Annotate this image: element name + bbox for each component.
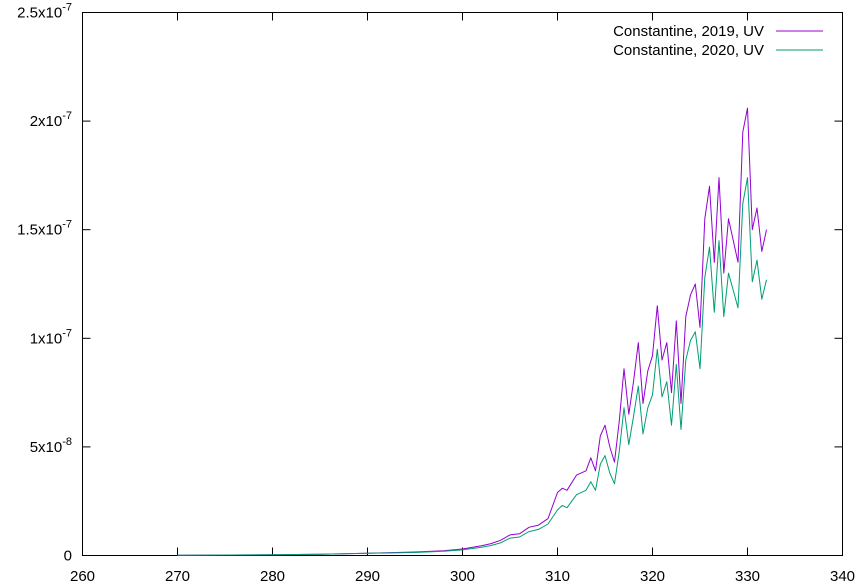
series-line-2 <box>177 177 767 556</box>
x-tick-labels: 260 270 280 290 300 310 320 330 340 <box>70 568 855 585</box>
y-tick-label: 5x10-8 <box>30 436 72 456</box>
legend-label: Constantine, 2020, UV <box>613 42 764 59</box>
x-tick-label: 280 <box>260 568 285 585</box>
x-tick-label: 300 <box>450 568 475 585</box>
axis-ticks <box>82 12 843 556</box>
y-tick-label: 0 <box>64 548 72 565</box>
y-tick-label: 2.5x10-7 <box>17 2 72 22</box>
series-lines <box>177 107 767 556</box>
y-tick-labels: 0 5x10-8 1x10-7 1.5x10-7 2x10-7 2.5x10-7 <box>17 2 72 565</box>
x-tick-label: 290 <box>355 568 380 585</box>
plot-area <box>82 12 843 556</box>
legend: Constantine, 2019, UV Constantine, 2020, … <box>613 23 823 59</box>
x-tick-label: 340 <box>830 568 855 585</box>
x-tick-label: 260 <box>70 568 95 585</box>
legend-label: Constantine, 2019, UV <box>613 23 764 40</box>
x-tick-label: 310 <box>545 568 570 585</box>
x-tick-label: 270 <box>165 568 190 585</box>
series-line-1 <box>177 107 767 556</box>
x-tick-label: 330 <box>735 568 760 585</box>
y-tick-label: 1x10-7 <box>30 327 72 347</box>
y-tick-label: 1.5x10-7 <box>17 219 72 239</box>
y-tick-label: 2x10-7 <box>30 110 72 130</box>
x-tick-label: 320 <box>640 568 665 585</box>
